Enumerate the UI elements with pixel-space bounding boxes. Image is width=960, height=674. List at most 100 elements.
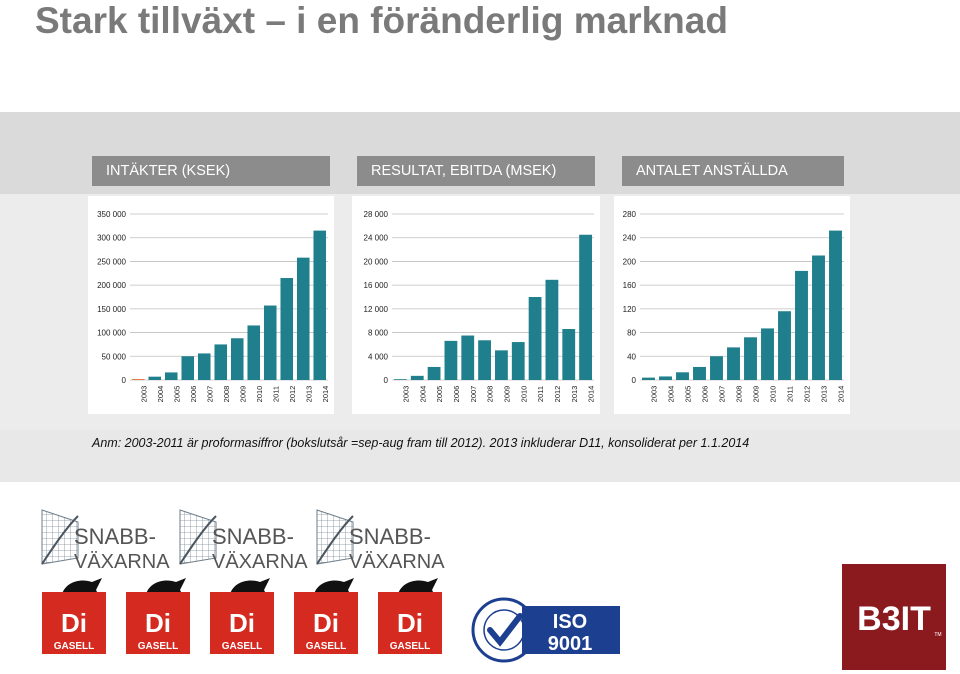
snabb-line2: VÄXARNA [74,551,170,573]
di-gasell-logo-1: Di GASELL [42,578,106,654]
gasell-mark: Di [229,608,255,638]
gasell-mark: Di [313,608,339,638]
bar-2006 [693,366,706,380]
x-tick-label: 2012 [553,386,562,403]
bar-2011 [263,305,277,380]
b3it-text: B3IT [857,600,931,638]
x-tick-label: 2005 [684,386,693,403]
y-tick-label: 150 000 [97,305,126,314]
note-band [0,430,960,482]
chart-panel-resultat: 0 4 000 8 000 12 000 16 000 20 000 24 000 28 00… [352,196,600,414]
bar-2014 [313,230,327,380]
y-tick-label: 20 000 [364,257,389,266]
gasell-mark: Di [145,608,171,638]
x-tick-label: 2004 [667,386,676,403]
y-tick-label: 12 000 [364,305,389,314]
gasell-word: GASELL [138,641,179,652]
x-tick-label: 2013 [570,386,579,403]
chart-anstallda: 0 40 80 120 160 200 240 280 2003 2004 2005 2006 2007… [623,210,846,403]
snabb-line1: SNABB- [212,524,294,549]
bar-2013 [296,257,310,380]
bar-2008 [214,344,228,380]
chart-intakter: 0 50 000 100 000 150 000 200 000 250 000 300 0… [97,210,330,403]
logo-strip: SNABB- VÄXARNA SNABB- VÄXARNA SNABB- VÄX… [41,509,946,670]
bar-2013 [562,329,576,380]
bar-2005 [164,372,178,380]
bar-2003 [642,377,655,380]
snabb-line1: SNABB- [74,524,156,549]
chart-header-intakter: INTÄKTER (KSEK) [92,156,330,186]
x-tick-label: 2004 [156,386,165,403]
bar-2005 [427,366,441,380]
y-tick-label: 50 000 [102,352,127,361]
bar-2014 [829,230,842,380]
y-tick-label: 0 [632,376,637,385]
iso-9001-logo: ISO 9001 [471,597,620,663]
gasell-word: GASELL [54,641,95,652]
y-tick-label: 200 [623,257,637,266]
y-tick-label: 0 [122,376,127,385]
x-tick-label: 2010 [519,386,528,403]
x-tick-label: 2011 [786,386,795,402]
bar-2004 [410,375,424,380]
bar-2004 [148,376,162,380]
x-tick-label: 2003 [401,386,410,403]
bar-2009 [230,338,244,380]
bar-2009 [744,337,757,380]
chart-resultat: 0 4 000 8 000 12 000 16 000 20 000 24 000 28 00… [364,210,596,403]
y-tick-label: 200 000 [97,281,126,290]
y-tick-label: 80 [627,329,636,338]
x-tick-label: 2008 [735,386,744,403]
y-tick-label: 240 [623,234,637,243]
di-gasell-logo-4: Di GASELL [294,578,358,654]
y-tick-label: 28 000 [364,210,389,219]
bar-2012 [795,270,808,380]
x-tick-label: 2008 [486,386,495,403]
x-tick-label: 2005 [435,386,444,403]
bar-2010 [247,325,261,380]
x-tick-label: 2006 [189,386,198,403]
x-tick-label: 2008 [222,386,231,403]
bar-2009 [495,350,508,380]
x-tick-label: 2011 [536,386,545,402]
x-tick-label: 2009 [502,386,511,403]
x-tick-label: 2013 [820,386,829,403]
x-tick-label: 2007 [469,386,478,403]
gasell-mark: Di [397,608,423,638]
gasell-word: GASELL [306,641,347,652]
gasell-mark: Di [61,608,87,638]
x-tick-label: 2007 [205,386,214,403]
x-tick-label: 2012 [803,386,812,403]
bar-2013 [812,255,825,380]
bar-2006 [181,356,195,380]
bar-2008 [727,347,740,380]
gasell-word: GASELL [222,641,263,652]
bar-2011 [528,297,542,380]
y-tick-label: 4 000 [368,352,389,361]
chart-header-resultat: RESULTAT, EBITDA (MSEK) [357,156,595,186]
di-gasell-logo-2: Di GASELL [126,578,190,654]
x-tick-label: 2011 [271,386,280,402]
bar-2004 [659,376,672,380]
bar-2012 [545,279,559,380]
footnote: Anm: 2003-2011 är proformasiffror (boksl… [92,436,750,450]
page-title: Stark tillväxt – i en föränderlig markna… [35,0,728,41]
iso-number: 9001 [548,633,593,655]
snabb-line2: VÄXARNA [349,551,445,573]
y-tick-label: 280 [623,210,637,219]
y-tick-label: 350 000 [97,210,126,219]
bar-2003 [394,379,407,380]
x-tick-label: 2013 [304,386,313,403]
y-tick-label: 250 000 [97,257,126,266]
bar-2010 [761,328,774,380]
di-gasell-logo-5: Di GASELL [378,578,442,654]
y-tick-label: 160 [623,281,637,290]
x-tick-label: 2010 [255,386,264,403]
bar-2007 [197,353,211,380]
snabbvaxarna-logo-1: SNABB- VÄXARNA [41,509,170,573]
b3it-tm: TM [934,632,941,638]
bar-2014 [579,234,592,380]
snabbvaxarna-logo-2: SNABB- VÄXARNA [179,509,308,573]
snabb-line2: VÄXARNA [212,551,308,573]
x-tick-label: 2003 [139,386,148,403]
